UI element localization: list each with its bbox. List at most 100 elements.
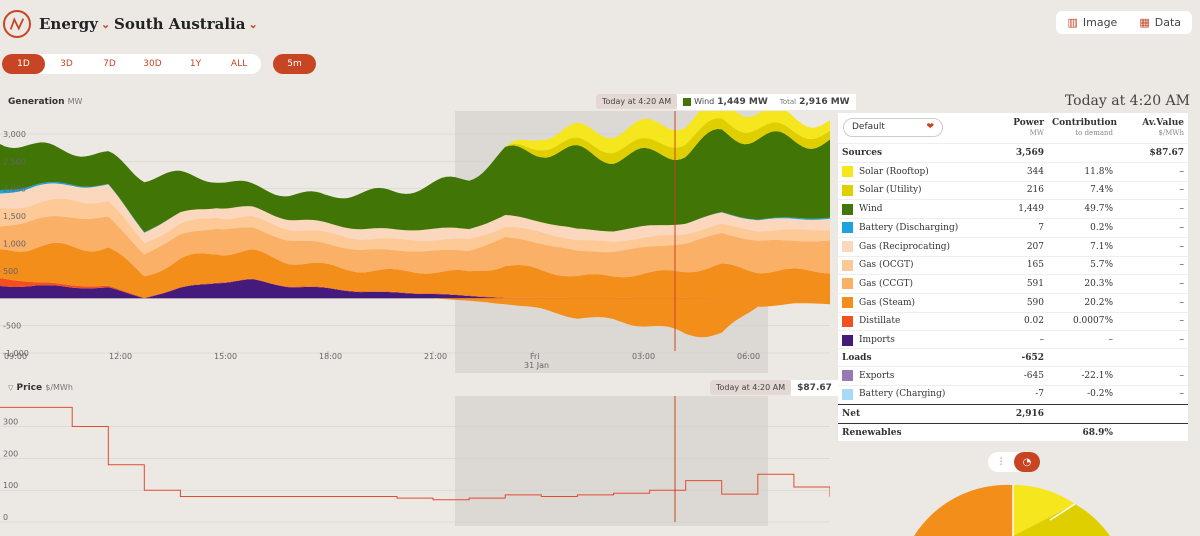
- source-name: Distillate: [859, 316, 901, 327]
- source-contrib: 20.2%: [1084, 297, 1113, 308]
- hover-time: Today at 4:20 AM: [596, 94, 678, 109]
- chevron-down-icon: ⌄: [101, 17, 111, 31]
- range-3d-button[interactable]: 3D: [60, 59, 73, 69]
- image-button-label: Image: [1082, 16, 1118, 29]
- load-name: Battery (Charging): [859, 389, 946, 400]
- range-1d-button[interactable]: 1D: [2, 54, 45, 74]
- loads-row: Loads -652: [838, 348, 1188, 367]
- load-row[interactable]: Battery (Charging) -7 -0.2% –: [838, 384, 1188, 404]
- donut-chart[interactable]: [900, 480, 1130, 536]
- col-contrib-header: Contribution to demand: [1052, 118, 1117, 138]
- donut-slice-gas: [914, 484, 1013, 536]
- region-selector[interactable]: South Australia ⌄: [114, 15, 258, 33]
- source-av: –: [1179, 260, 1185, 271]
- x-tick-label: 18:00: [319, 352, 342, 361]
- source-row[interactable]: Solar (Rooftop) 344 11.8% –: [838, 162, 1188, 181]
- color-swatch: [842, 334, 853, 346]
- bar-view-button[interactable]: ⫶: [999, 456, 1003, 468]
- range-selector: 1D 3D 7D 30D 1Y ALL: [2, 54, 261, 74]
- chevron-down-icon: ⌄: [248, 17, 258, 31]
- x-tick-label: Fri: [530, 352, 540, 361]
- generation-title: Generation MW: [8, 97, 82, 107]
- x-tick-label: 06:00: [737, 352, 760, 361]
- source-power: –: [1039, 335, 1045, 346]
- price-title-text: Price: [16, 383, 43, 393]
- source-row[interactable]: Gas (OCGT) 165 5.7% –: [838, 255, 1188, 275]
- source-contrib: 49.7%: [1084, 204, 1113, 215]
- generation-chart[interactable]: 3,000 2,500 2,000 1,500 1,000 500 -500 -1,00009…: [0, 111, 830, 373]
- app-logo[interactable]: [3, 10, 31, 38]
- source-row[interactable]: Distillate 0.02 0.0007% –: [838, 311, 1188, 331]
- data-button[interactable]: ▦ Data: [1128, 11, 1192, 34]
- renewables-contrib: 68.9%: [1082, 427, 1113, 438]
- range-7d-button[interactable]: 7D: [103, 59, 116, 69]
- wind-swatch: [683, 97, 692, 106]
- source-name: Solar (Utility): [859, 185, 922, 196]
- area-exports: [0, 298, 830, 338]
- export-buttons: ▥ Image ▦ Data: [1056, 11, 1192, 34]
- sources-av: $87.67: [1149, 147, 1184, 158]
- image-button[interactable]: ▥ Image: [1056, 11, 1128, 34]
- source-row[interactable]: Gas (CCGT) 591 20.3% –: [838, 274, 1188, 293]
- summary-table: Default ❤ Power MW Contribution to deman…: [838, 113, 1188, 441]
- source-av: –: [1179, 166, 1185, 177]
- area-imports: [0, 279, 830, 299]
- source-name: Wind: [859, 204, 883, 215]
- price-y-tick-label: 100: [3, 481, 18, 490]
- section-selector[interactable]: Energy ⌄: [39, 15, 110, 33]
- hover-total-value: 2,916 MW: [799, 96, 850, 107]
- load-av: –: [1179, 389, 1185, 400]
- grouping-dropdown[interactable]: Default ❤: [843, 118, 943, 137]
- source-row[interactable]: Battery (Discharging) 7 0.2% –: [838, 218, 1188, 237]
- source-row[interactable]: Wind 1,449 49.7% –: [838, 199, 1188, 218]
- range-30d-button[interactable]: 30D: [143, 59, 162, 69]
- price-hover-value-box: $87.67: [791, 379, 838, 396]
- source-row[interactable]: Imports – – –: [838, 330, 1188, 349]
- section-label: Energy: [39, 15, 98, 33]
- price-night-band: [455, 396, 768, 526]
- region-label: South Australia: [114, 15, 246, 33]
- load-row[interactable]: Exports -645 -22.1% –: [838, 366, 1188, 385]
- generation-hover-legend: Today at 4:20 AM Wind 1,449 MW Total 2,9…: [596, 93, 856, 110]
- price-chart[interactable]: 300 200 100 0: [0, 396, 830, 526]
- source-contrib: –: [1108, 335, 1114, 346]
- renewables-row: Renewables 68.9%: [838, 423, 1188, 442]
- y-tick-label: 2,000: [3, 185, 26, 194]
- source-av: –: [1179, 241, 1185, 252]
- area-gas-steam-: [0, 242, 830, 299]
- y-tick-label: -500: [3, 322, 21, 331]
- source-av: –: [1179, 185, 1185, 196]
- x-subtick-label: 31 Jan: [524, 361, 549, 370]
- source-contrib: 11.8%: [1084, 166, 1113, 177]
- col-power-label: Power: [1013, 118, 1044, 128]
- price-title: ▽ Price $/MWh: [8, 383, 73, 393]
- donut-view-button[interactable]: ◔: [1014, 452, 1040, 472]
- collapse-icon[interactable]: ▽: [8, 384, 14, 392]
- source-row[interactable]: Gas (Reciprocating) 207 7.1% –: [838, 236, 1188, 256]
- range-1y-button[interactable]: 1Y: [189, 59, 202, 69]
- source-row[interactable]: Solar (Utility) 216 7.4% –: [838, 180, 1188, 200]
- price-hover-legend: Today at 4:20 AM $87.67: [710, 379, 838, 396]
- load-contrib: -0.2%: [1087, 389, 1113, 400]
- renewables-label: Renewables: [842, 427, 902, 438]
- col-av-header: Av.Value $/MWh: [1128, 118, 1184, 138]
- area-battery-discharging-: [0, 182, 830, 233]
- interval-button[interactable]: 5m: [273, 54, 316, 74]
- color-swatch: [842, 241, 853, 253]
- col-contrib-unit: to demand: [1075, 129, 1113, 137]
- source-power: 591: [1026, 278, 1044, 289]
- color-swatch: [842, 278, 853, 290]
- hover-total: Total 2,916 MW: [773, 93, 856, 110]
- source-contrib: 7.4%: [1090, 185, 1113, 196]
- range-all-button[interactable]: ALL: [230, 59, 248, 69]
- color-swatch: [842, 370, 853, 382]
- heart-chevron-icon: ❤: [926, 122, 934, 132]
- source-power: 0.02: [1023, 316, 1044, 327]
- y-tick-label: 3,000: [3, 130, 26, 139]
- color-swatch: [842, 315, 853, 327]
- x-tick-label: 03:00: [632, 352, 655, 361]
- source-name: Gas (CCGT): [859, 278, 914, 289]
- price-line: [0, 406, 830, 501]
- source-row[interactable]: Gas (Steam) 590 20.2% –: [838, 292, 1188, 312]
- hover-wind-value: 1,449 MW: [717, 96, 768, 107]
